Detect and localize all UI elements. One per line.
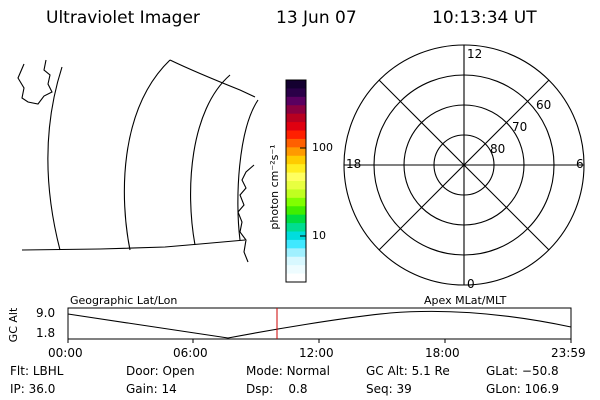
colorbar-swatch bbox=[286, 172, 306, 182]
longitude-line bbox=[47, 66, 63, 251]
colorbar-swatch bbox=[286, 189, 306, 199]
colorbar-swatch bbox=[286, 231, 306, 241]
coastline bbox=[17, 59, 53, 105]
colorbar-swatch bbox=[286, 138, 306, 148]
status-value: Open bbox=[162, 364, 195, 378]
altitude-curve bbox=[67, 310, 572, 339]
date-label: 13 Jun 07 bbox=[276, 8, 357, 28]
colorbar-swatch bbox=[286, 239, 306, 249]
status-glon: GLon: 106.9 bbox=[486, 382, 559, 396]
polar-plot bbox=[343, 44, 585, 286]
colorbar-swatch bbox=[286, 113, 306, 123]
status-key: Flt: bbox=[10, 364, 29, 378]
status-key: Mode: bbox=[246, 364, 283, 378]
colorbar-swatch bbox=[286, 122, 306, 131]
altitude-plot bbox=[67, 307, 572, 343]
status-value: 36.0 bbox=[28, 382, 56, 396]
polar-label-lat-60: 60 bbox=[536, 98, 552, 112]
colorbar-swatch bbox=[286, 197, 306, 207]
polar-label-mlt-6: 6 bbox=[576, 157, 584, 171]
status-value: Normal bbox=[286, 364, 330, 378]
longitude-line bbox=[123, 59, 171, 251]
status-ip: IP: 36.0 bbox=[10, 382, 55, 396]
time-label: 10:13:34 UT bbox=[432, 8, 537, 28]
colorbar-swatch bbox=[286, 248, 306, 258]
status-mode: Mode: Normal bbox=[246, 364, 330, 378]
geographic-map bbox=[17, 59, 259, 263]
status-key: GLon: bbox=[486, 382, 521, 396]
colorbar-ticks bbox=[300, 147, 306, 237]
colorbar-swatch bbox=[286, 147, 306, 157]
time-tick-1200: 12:00 bbox=[299, 346, 334, 360]
instrument-title: Ultraviolet Imager bbox=[46, 8, 200, 28]
status-dsp: Dsp: 0.8 bbox=[246, 382, 308, 396]
polar-diagonal bbox=[378, 79, 550, 251]
longitude-line bbox=[190, 74, 231, 246]
colorbar-swatch bbox=[286, 155, 306, 165]
colorbar-swatch bbox=[286, 273, 306, 283]
status-key: Dsp: bbox=[246, 382, 274, 396]
time-tick-0600: 06:00 bbox=[173, 346, 208, 360]
colorbar-unit-label: photon cm⁻²s⁻¹ bbox=[268, 144, 281, 230]
colorbar-swatch bbox=[286, 88, 306, 98]
altitude-ymin: 1.8 bbox=[36, 326, 56, 340]
status-value: 5.1 Re bbox=[411, 364, 450, 378]
status-filter: Flt: LBHL bbox=[10, 364, 63, 378]
polar-label-lat-70: 70 bbox=[512, 120, 528, 134]
status-value: 39 bbox=[396, 382, 412, 396]
colorbar-swatch bbox=[286, 164, 306, 174]
status-value: 0.8 bbox=[288, 382, 308, 396]
altitude-ymax: 9.0 bbox=[36, 306, 56, 320]
longitude-line bbox=[237, 99, 259, 241]
status-value: 106.9 bbox=[524, 382, 559, 396]
time-tick-2359: 23:59 bbox=[551, 346, 586, 360]
time-tick-1800: 18:00 bbox=[425, 346, 460, 360]
time-tick-0000: 00:00 bbox=[48, 346, 83, 360]
latitude-line bbox=[169, 59, 256, 98]
colorbar-swatch bbox=[286, 265, 306, 275]
colorbar-swatch bbox=[286, 96, 306, 106]
altitude-ylabel: GC Alt bbox=[7, 307, 20, 343]
altitude-plot-frame bbox=[67, 307, 572, 340]
status-seq: Seq: 39 bbox=[366, 382, 412, 396]
status-key: Gain: bbox=[126, 382, 158, 396]
status-door: Door: Open bbox=[126, 364, 195, 378]
colorbar-tick-10: 10 bbox=[312, 229, 326, 242]
status-key: GC Alt: bbox=[366, 364, 408, 378]
geographic-panel-label: Geographic Lat/Lon bbox=[70, 294, 178, 307]
colorbar-swatch bbox=[286, 105, 306, 115]
polar-label-mlt-0: 0 bbox=[467, 277, 475, 291]
status-gain: Gain: 14 bbox=[126, 382, 177, 396]
status-key: Seq: bbox=[366, 382, 393, 396]
status-key: GLat: bbox=[486, 364, 519, 378]
status-key: IP: bbox=[10, 382, 25, 396]
colorbar-swatch bbox=[286, 130, 306, 140]
colorbar-swatch bbox=[286, 223, 306, 232]
colorbar-swatch bbox=[286, 256, 306, 266]
status-glat: GLat: −50.8 bbox=[486, 364, 559, 378]
status-gc-alt: GC Alt: 5.1 Re bbox=[366, 364, 450, 378]
polar-label-mlt-12: 12 bbox=[467, 47, 483, 61]
colorbar-swatch bbox=[286, 206, 306, 216]
status-value: 14 bbox=[161, 382, 177, 396]
apex-panel-label: Apex MLat/MLT bbox=[424, 294, 507, 307]
colorbar-swatch bbox=[286, 80, 306, 89]
polar-label-mlt-18: 18 bbox=[346, 157, 362, 171]
colorbar-tick-100: 100 bbox=[312, 141, 333, 154]
colorbar-swatch bbox=[286, 181, 306, 190]
status-value: LBHL bbox=[32, 364, 64, 378]
colorbar-frame bbox=[285, 79, 307, 283]
polar-label-lat-80: 80 bbox=[490, 142, 506, 156]
coastline bbox=[237, 164, 255, 263]
status-value: −50.8 bbox=[521, 364, 559, 378]
colorbar-swatch bbox=[286, 214, 306, 224]
status-key: Door: bbox=[126, 364, 159, 378]
colorbar bbox=[285, 79, 307, 283]
latitude-line bbox=[21, 239, 246, 251]
